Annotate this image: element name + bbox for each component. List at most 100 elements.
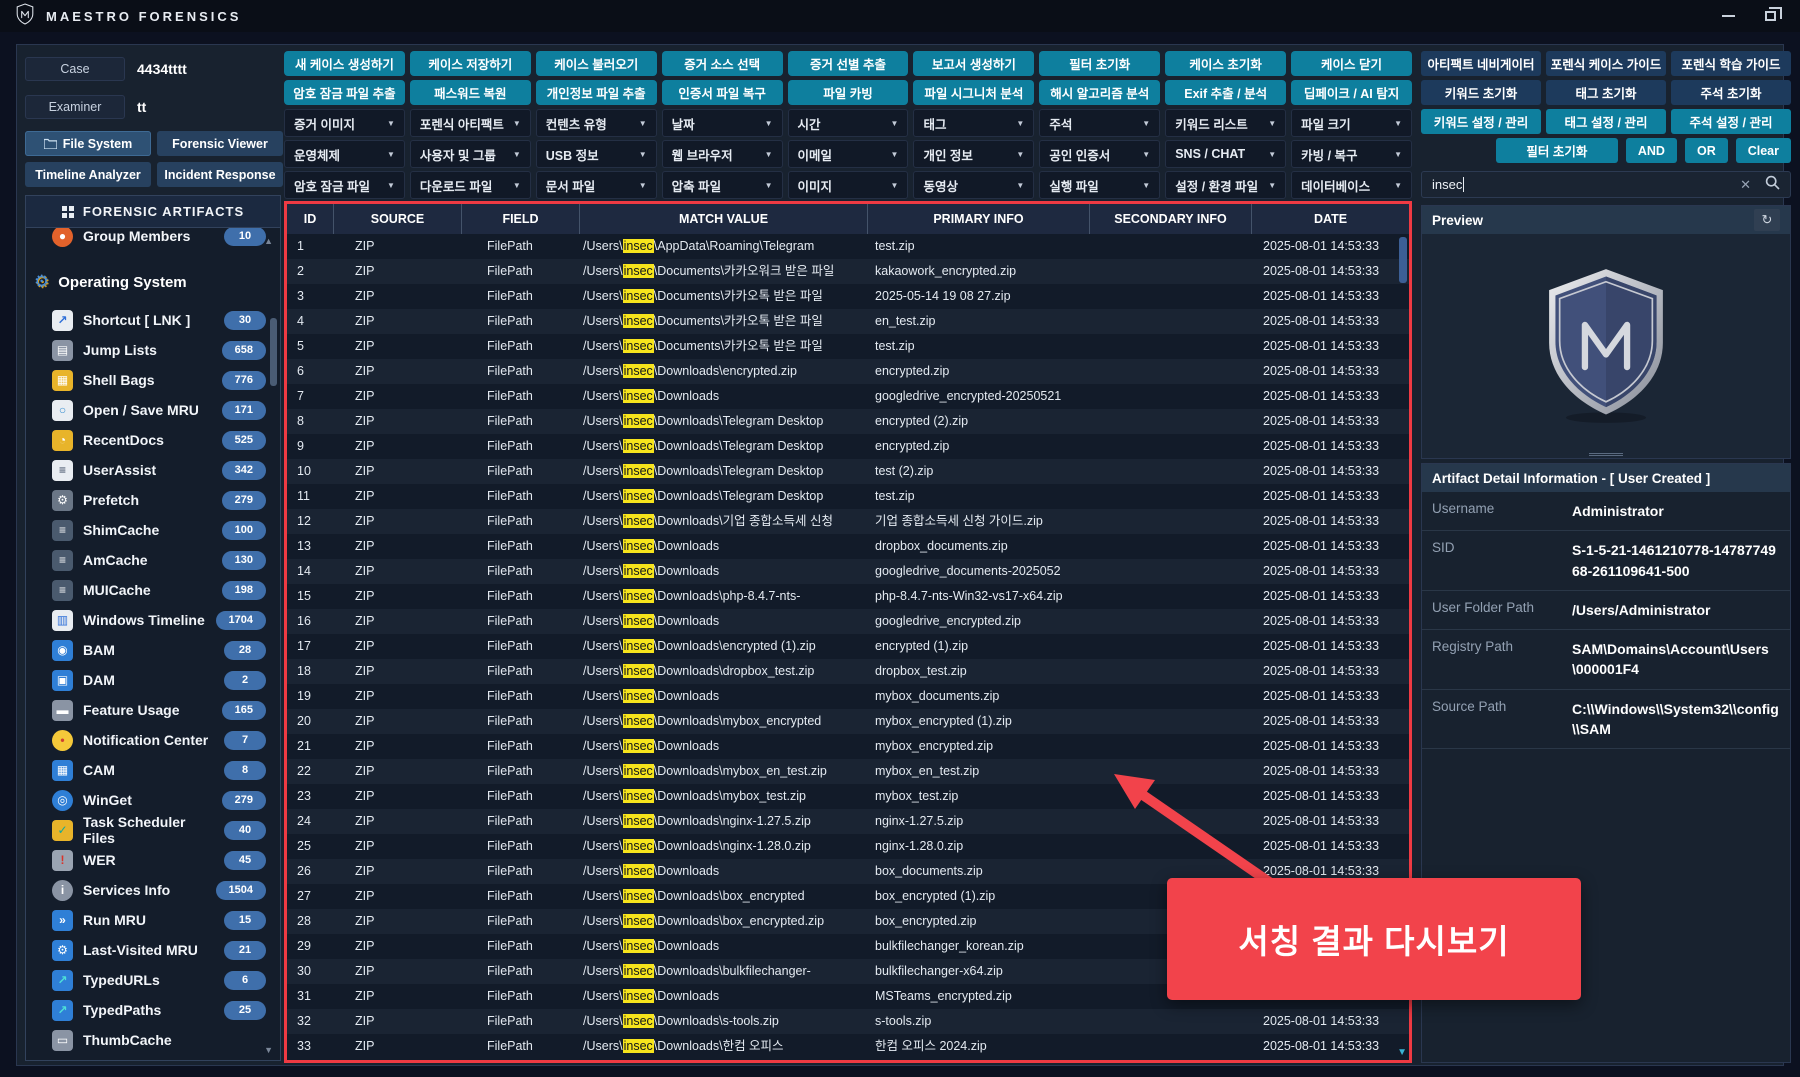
- filter-dropdown[interactable]: 다운로드 파일 ▼: [409, 171, 531, 199]
- table-row[interactable]: 10 ZIP FilePath/Users\insec\Downloads\Tele…: [287, 459, 1409, 484]
- sidebar-item-thumbcache[interactable]: ▭ ThumbCache: [26, 1025, 280, 1055]
- panel-button-kr[interactable]: 키워드 초기화: [1421, 80, 1541, 105]
- panel-button-kr[interactable]: 포렌식 학습 가이드: [1671, 51, 1791, 76]
- table-row[interactable]: 33 ZIP FilePath/Users\insec\Downloads\한컴 오…: [287, 1034, 1409, 1059]
- sidebar-item-last-visited-mru[interactable]: ⚙ Last-Visited MRU 21: [26, 935, 280, 965]
- sidebar-item-notification-center[interactable]: • Notification Center 7: [26, 725, 280, 755]
- sidebar-item-amcache[interactable]: ≡ AmCache 130: [26, 545, 280, 575]
- action-button-kr[interactable]: 파일 시그니처 분석: [913, 80, 1035, 105]
- panel-button-kr[interactable]: 키워드 설정 / 관리: [1421, 109, 1541, 134]
- table-row[interactable]: 8 ZIP FilePath/Users\insec\Downloads\Teleg…: [287, 409, 1409, 434]
- sidebar-item-run-mru[interactable]: » Run MRU 15: [26, 905, 280, 935]
- action-button-kr[interactable]: 필터 초기화: [1039, 51, 1161, 76]
- search-input[interactable]: insec ✕: [1421, 171, 1791, 198]
- panel-button-kr[interactable]: 주석 설정 / 관리: [1671, 109, 1791, 134]
- sidebar-item-shortcut-lnk[interactable]: ↗ Shortcut [ LNK ] 30: [26, 305, 280, 335]
- action-button-kr[interactable]: 인증서 파일 복구: [661, 80, 783, 105]
- filter-dropdown[interactable]: 주석 ▼: [1039, 109, 1161, 137]
- table-row[interactable]: 24 ZIP FilePath/Users\insec\Downloads\ngin…: [287, 809, 1409, 834]
- filter-dropdown[interactable]: 시간 ▼: [787, 109, 909, 137]
- panel-button-kr[interactable]: 포렌식 케이스 가이드: [1546, 51, 1666, 76]
- sidebar-item-shell-bags[interactable]: ▦ Shell Bags 776: [26, 365, 280, 395]
- clear-search-icon[interactable]: ✕: [1740, 176, 1751, 192]
- table-row[interactable]: 25 ZIP FilePath/Users\insec\Downloads\ngin…: [287, 834, 1409, 859]
- table-row[interactable]: 19 ZIP FilePath/Users\insec\Downloads mybox…: [287, 684, 1409, 709]
- file-system-button[interactable]: File System: [25, 131, 151, 156]
- panel-button-kr[interactable]: 태그 설정 / 관리: [1546, 109, 1666, 134]
- filter-dropdown[interactable]: 증거 이미지 ▼: [284, 109, 405, 137]
- action-button-kr[interactable]: 보고서 생성하기: [913, 51, 1035, 76]
- scroll-up-icon[interactable]: ▲: [264, 236, 273, 246]
- filter-dropdown[interactable]: 개인 정보 ▼: [913, 140, 1035, 168]
- action-button-kr[interactable]: 증거 선별 추출: [787, 51, 909, 76]
- filter-dropdown[interactable]: 문서 파일 ▼: [535, 171, 657, 199]
- action-button-kr[interactable]: 케이스 초기화: [1165, 51, 1287, 76]
- filter-dropdown[interactable]: 태그 ▼: [913, 109, 1035, 137]
- sidebar-item-winget[interactable]: ◎ WinGet 279: [26, 785, 280, 815]
- action-button-kr[interactable]: 증거 소스 선택: [661, 51, 783, 76]
- table-row[interactable]: 12 ZIP FilePath/Users\insec\Downloads\기업 종…: [287, 509, 1409, 534]
- sidebar-item-dam[interactable]: ▣ DAM 2: [26, 665, 280, 695]
- table-row[interactable]: 1 ZIP FilePath/Users\insec\AppData\Roaming…: [287, 234, 1409, 259]
- filter-dropdown[interactable]: 데이터베이스 ▼: [1291, 171, 1412, 199]
- sidebar-item-services-info[interactable]: i Services Info 1504: [26, 875, 280, 905]
- action-button-kr[interactable]: 암호 잠금 파일 추출: [284, 80, 405, 105]
- filter-dropdown[interactable]: 파일 크기 ▼: [1291, 109, 1412, 137]
- filter-dropdown[interactable]: 사용자 및 그룹 ▼: [409, 140, 531, 168]
- refresh-preview-icon[interactable]: ↻: [1754, 209, 1780, 231]
- filter-dropdown[interactable]: SNS / CHAT ▼: [1165, 140, 1287, 168]
- filter-dropdown[interactable]: 이메일 ▼: [787, 140, 909, 168]
- panel-button-kr[interactable]: 아티팩트 네비게이터: [1421, 51, 1541, 76]
- table-scroll-down-icon[interactable]: ▼: [1397, 1047, 1407, 1058]
- filter-dropdown[interactable]: 컨텐츠 유형 ▼: [535, 109, 657, 137]
- and-button[interactable]: AND: [1625, 138, 1677, 163]
- table-row[interactable]: 7 ZIP FilePath/Users\insec\Downloads google…: [287, 384, 1409, 409]
- table-row[interactable]: 17 ZIP FilePath/Users\insec\Downloads\encr…: [287, 634, 1409, 659]
- sidebar-item-typedurls[interactable]: ↗ TypedURLs 6: [26, 965, 280, 995]
- filter-dropdown[interactable]: 날짜 ▼: [661, 109, 783, 137]
- table-row[interactable]: 21 ZIP FilePath/Users\insec\Downloads mybox…: [287, 734, 1409, 759]
- sidebar-item-task-scheduler-files[interactable]: ✓ Task Scheduler Files 40: [26, 814, 280, 846]
- action-button-kr[interactable]: 케이스 불러오기: [535, 51, 657, 76]
- table-row[interactable]: 11 ZIP FilePath/Users\insec\Downloads\Tele…: [287, 484, 1409, 509]
- restore-window-button[interactable]: [1765, 7, 1782, 21]
- filter-dropdown[interactable]: 운영체제 ▼: [284, 140, 405, 168]
- filter-dropdown[interactable]: 설정 / 환경 파일 ▼: [1165, 171, 1287, 199]
- action-button-kr[interactable]: 패스워드 복원: [409, 80, 531, 105]
- table-row[interactable]: 18 ZIP FilePath/Users\insec\Downloads\drop…: [287, 659, 1409, 684]
- sidebar-item-prefetch[interactable]: ⚙ Prefetch 279: [26, 485, 280, 515]
- action-button-kr[interactable]: 해시 알고리즘 분석: [1039, 80, 1161, 105]
- filter-dropdown[interactable]: 암호 잠금 파일 ▼: [284, 171, 405, 199]
- filter-dropdown[interactable]: 실행 파일 ▼: [1039, 171, 1161, 199]
- action-button-kr[interactable]: 파일 카빙: [787, 80, 909, 105]
- sidebar-item-recentdocs[interactable]: ◔ RecentDocs 525: [26, 425, 280, 455]
- filter-dropdown[interactable]: 동영상 ▼: [913, 171, 1035, 199]
- table-row[interactable]: 20 ZIP FilePath/Users\insec\Downloads\mybo…: [287, 709, 1409, 734]
- filter-reset-button[interactable]: 필터 초기화: [1495, 138, 1618, 163]
- filter-dropdown[interactable]: USB 정보 ▼: [535, 140, 657, 168]
- sidebar-scrollbar[interactable]: [270, 318, 277, 386]
- timeline-analyzer-button[interactable]: Timeline Analyzer: [25, 162, 151, 187]
- sidebar-item-muicache[interactable]: ≡ MUICache 198: [26, 575, 280, 605]
- filter-dropdown[interactable]: 압축 파일 ▼: [661, 171, 783, 199]
- action-button-exif[interactable]: Exif 추출 / 분석: [1165, 80, 1287, 105]
- filter-dropdown[interactable]: 키워드 리스트 ▼: [1165, 109, 1287, 137]
- filter-dropdown[interactable]: 웹 브라우저 ▼: [661, 140, 783, 168]
- table-row[interactable]: 2 ZIP FilePath/Users\insec\Documents\카카오워크…: [287, 259, 1409, 284]
- table-row[interactable]: 3 ZIP FilePath/Users\insec\Documents\카카오톡 …: [287, 284, 1409, 309]
- table-row[interactable]: 6 ZIP FilePath/Users\insec\Downloads\encry…: [287, 359, 1409, 384]
- sidebar-item-wer[interactable]: ! WER 45: [26, 845, 280, 875]
- filter-dropdown[interactable]: 이미지 ▼: [787, 171, 909, 199]
- sidebar-item-open-save-mru[interactable]: ○ Open / Save MRU 171: [26, 395, 280, 425]
- action-button-kr[interactable]: 케이스 닫기: [1291, 51, 1412, 76]
- search-icon[interactable]: [1765, 175, 1780, 195]
- filter-dropdown[interactable]: 공인 인증서 ▼: [1039, 140, 1161, 168]
- sidebar-item-shimcache[interactable]: ≡ ShimCache 100: [26, 515, 280, 545]
- sidebar-item-bam[interactable]: ◉ BAM 28: [26, 635, 280, 665]
- incident-response-button[interactable]: Incident Response: [157, 162, 283, 187]
- clear-button[interactable]: Clear: [1735, 138, 1791, 163]
- table-row[interactable]: 16 ZIP FilePath/Users\insec\Downloads googl…: [287, 609, 1409, 634]
- sidebar-item-windows-timeline[interactable]: ▥ Windows Timeline 1704: [26, 605, 280, 635]
- table-row[interactable]: 15 ZIP FilePath/Users\insec\Downloads\php-…: [287, 584, 1409, 609]
- forensic-viewer-button[interactable]: Forensic Viewer: [157, 131, 283, 156]
